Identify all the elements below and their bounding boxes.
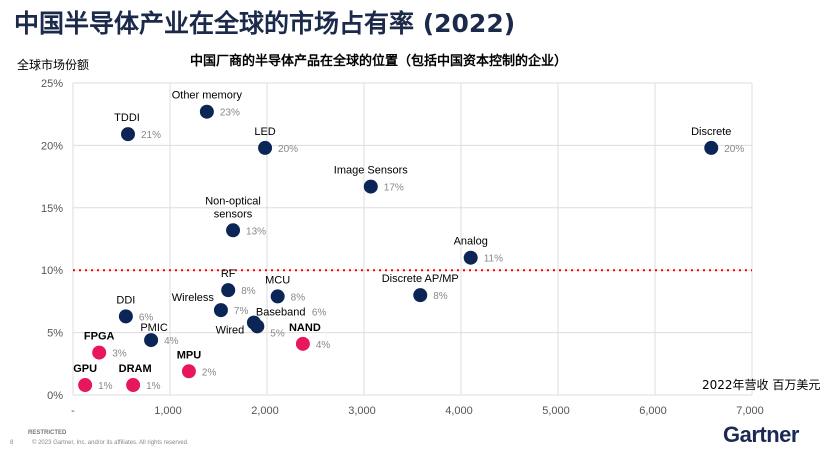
point-name-label: DDI <box>116 294 135 306</box>
data-point <box>199 104 214 119</box>
data-label: 3% <box>112 349 127 360</box>
data-label: 23% <box>220 108 240 119</box>
data-point <box>463 250 478 265</box>
point-name-label: Non-optical <box>205 195 261 207</box>
data-point <box>92 345 107 360</box>
data-point <box>181 364 196 379</box>
data-point <box>226 223 241 238</box>
data-label: 4% <box>316 340 331 351</box>
point-name-label: Other memory <box>172 90 243 102</box>
x-tick-label: 5,000 <box>542 405 570 417</box>
point-name-label: Analog <box>454 236 488 248</box>
data-point <box>126 378 141 393</box>
page-title: 中国半导体产业在全球的市场占有率 (2022) <box>14 9 516 38</box>
data-point <box>258 140 273 155</box>
point-name-label: Discrete AP/MP <box>382 273 459 285</box>
data-label: 11% <box>484 254 503 265</box>
point-name-label: FPGA <box>84 331 115 343</box>
point-name-label: PMIC <box>140 322 168 334</box>
data-point <box>144 333 159 348</box>
data-label: 1% <box>98 381 113 392</box>
point-name-label: Baseband <box>256 307 306 319</box>
data-label: 21% <box>141 130 161 141</box>
data-label: 4% <box>164 336 179 347</box>
data-label: 2% <box>202 367 217 378</box>
point-name-label: LED <box>254 126 275 138</box>
point-name-label: MPU <box>177 349 202 361</box>
gartner-logo: Gartner <box>723 422 799 447</box>
point-name-label: GPU <box>73 363 97 375</box>
data-point <box>363 179 378 194</box>
point-name-label: Wired <box>216 324 245 336</box>
data-label: 20% <box>278 144 298 155</box>
data-point <box>221 283 236 298</box>
x-axis-label: 2022年营收 百万美元 <box>702 378 821 392</box>
data-label: 8% <box>241 286 256 297</box>
data-point <box>250 319 265 334</box>
y-tick-label: 15% <box>41 203 63 215</box>
data-point <box>270 289 285 304</box>
y-tick-label: 10% <box>41 265 63 277</box>
data-point <box>120 127 135 142</box>
x-tick-label: 7,000 <box>736 405 764 417</box>
data-label: 8% <box>433 291 448 302</box>
y-axis-label: 全球市场份额 <box>17 58 90 72</box>
point-name-label: sensors <box>214 208 253 220</box>
data-point <box>413 288 428 303</box>
x-tick-label: 2,000 <box>251 405 279 417</box>
data-point <box>78 378 93 393</box>
data-label: 13% <box>246 226 266 237</box>
data-label: 6% <box>312 308 327 319</box>
data-point <box>704 140 719 155</box>
data-label: 5% <box>270 328 285 339</box>
point-name-label: Wireless <box>172 292 215 304</box>
x-tick-label: 6,000 <box>639 405 667 417</box>
x-tick-label: - <box>71 405 75 417</box>
point-name-label: NAND <box>289 322 321 334</box>
point-name-label: TDDI <box>114 112 140 124</box>
data-point <box>295 336 310 351</box>
copyright: © 2023 Gartner, Inc. and/or its affiliat… <box>32 440 189 446</box>
data-label: 8% <box>291 292 306 303</box>
page-number: 8 <box>10 440 14 446</box>
data-point <box>118 309 133 324</box>
restricted-label: RESTRICTED <box>28 430 67 436</box>
point-name-label: MCU <box>265 274 290 286</box>
data-label: 6% <box>139 312 154 323</box>
y-tick-label: 5% <box>47 328 63 340</box>
x-tick-label: 4,000 <box>445 405 473 417</box>
point-name-label: DRAM <box>119 363 152 375</box>
y-tick-label: 0% <box>47 390 63 402</box>
data-label: 7% <box>234 306 249 317</box>
data-label: 1% <box>146 381 161 392</box>
data-label: 17% <box>384 183 404 194</box>
y-tick-label: 25% <box>41 78 63 90</box>
y-tick-label: 20% <box>41 140 63 152</box>
point-name-label: Image Sensors <box>334 165 408 177</box>
x-tick-label: 1,000 <box>154 405 182 417</box>
data-label: 20% <box>724 144 744 155</box>
point-name-label: RF <box>221 268 236 280</box>
point-name-label: Discrete <box>691 126 731 138</box>
chart-title: 中国厂商的半导体产品在全球的位置（包括中国资本控制的企业） <box>190 54 568 69</box>
data-point <box>213 303 228 318</box>
x-tick-label: 3,000 <box>348 405 376 417</box>
